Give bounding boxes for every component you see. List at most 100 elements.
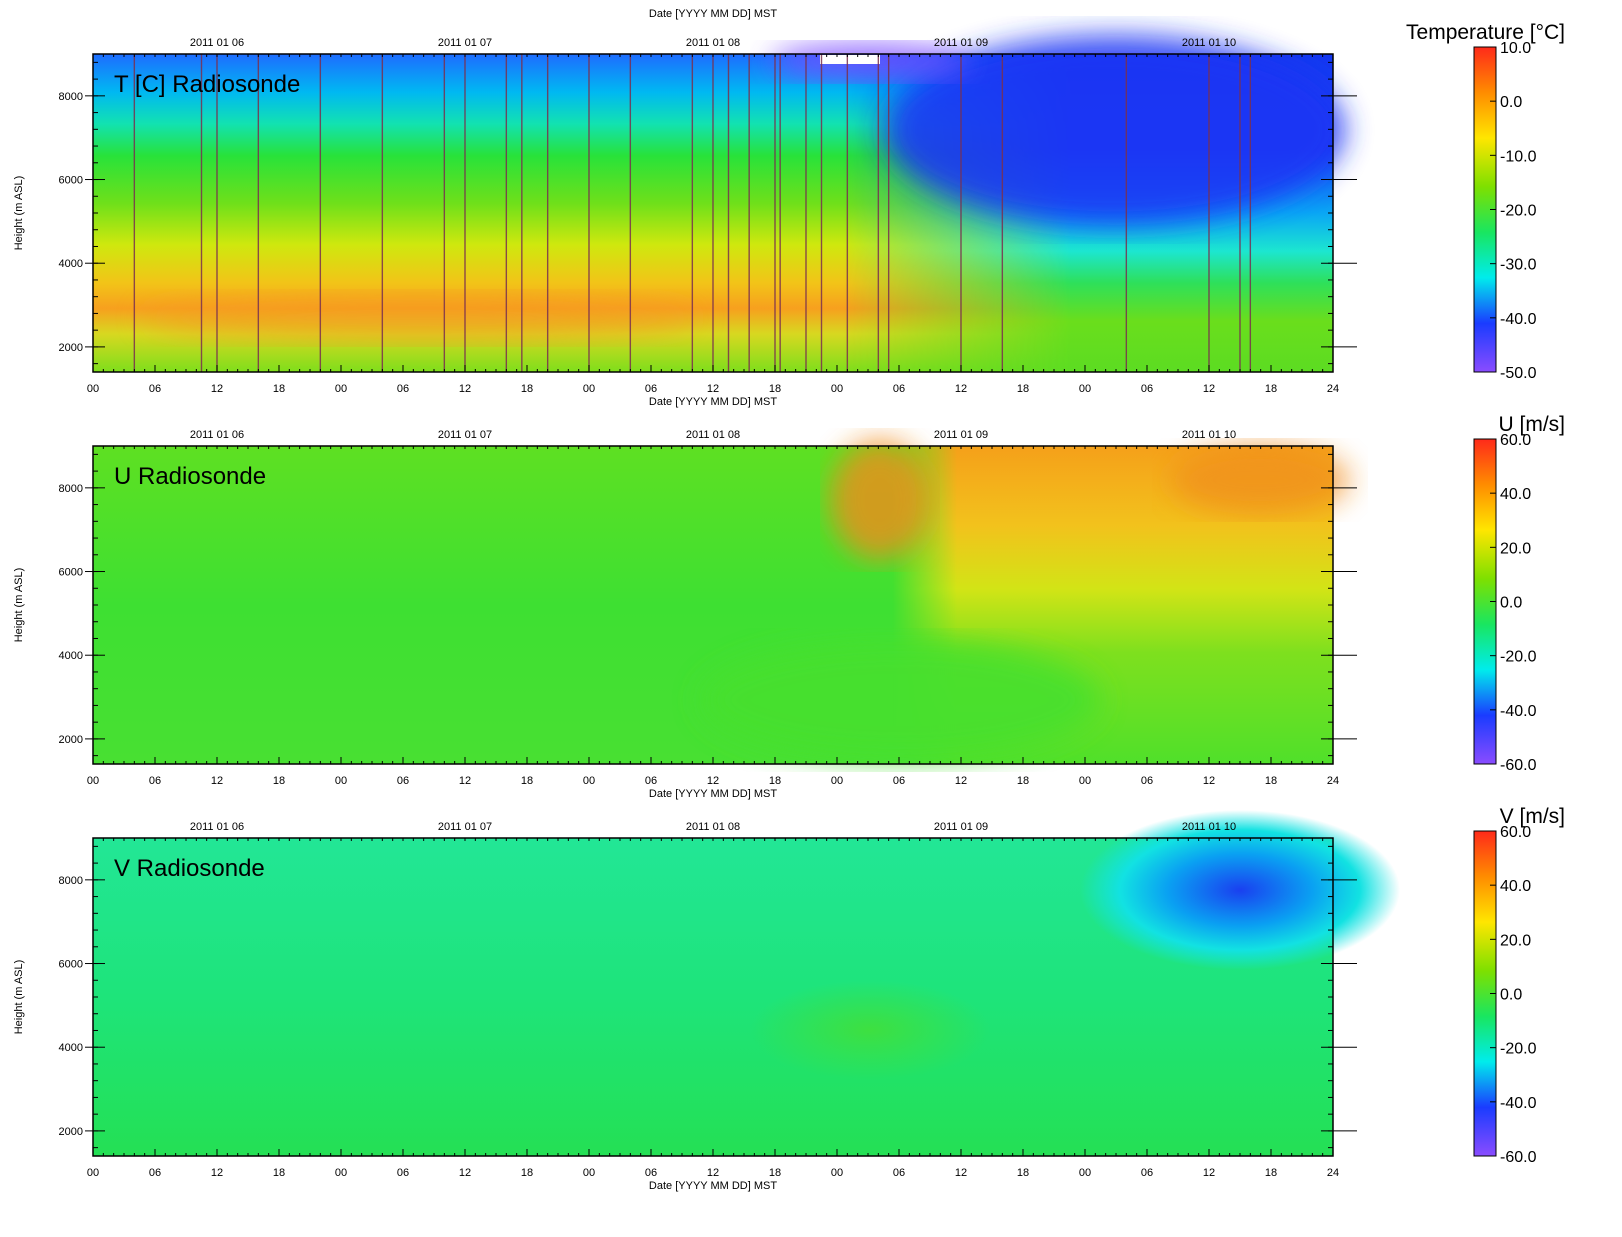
colorbar-frame xyxy=(1473,438,1497,765)
x-tick-label: 18 xyxy=(521,775,533,787)
x-tick-label: 00 xyxy=(583,775,595,787)
x-tick-label: 12 xyxy=(1203,775,1215,787)
x-tick-label: 00 xyxy=(583,383,595,395)
colorbar-label: 40.0 xyxy=(1500,486,1531,503)
y-tick-label: 8000 xyxy=(59,483,83,495)
x-tick-label: 12 xyxy=(955,383,967,395)
x-tick-label: 12 xyxy=(707,775,719,787)
x-tick-label: 06 xyxy=(149,1167,161,1179)
x-tick-label: 18 xyxy=(1017,775,1029,787)
x-tick-label: 24 xyxy=(1327,1167,1339,1179)
x-tick-label: 00 xyxy=(1079,775,1091,787)
x-tick-label: 06 xyxy=(645,383,657,395)
top-x-axis-label: Date [YYYY MM DD] MST xyxy=(649,8,777,20)
x-axis-label: Date [YYYY MM DD] MST xyxy=(649,788,777,800)
x-tick-label: 06 xyxy=(1141,1167,1153,1179)
x-tick-label: 06 xyxy=(397,383,409,395)
x-tick-label: 06 xyxy=(1141,775,1153,787)
y-axis-label: Height (m ASL) xyxy=(13,176,25,251)
colorbar-label: -10.0 xyxy=(1500,148,1537,165)
panel-title: T [C] Radiosonde xyxy=(114,71,300,98)
v-colorbar xyxy=(1474,831,1496,1156)
x-tick-label: 06 xyxy=(893,383,905,395)
date-tick-label: 2011 01 09 xyxy=(934,37,988,49)
colorbar-frame xyxy=(1473,46,1497,373)
x-tick-label: 06 xyxy=(149,775,161,787)
y-tick-label: 4000 xyxy=(59,1042,83,1054)
date-tick-label: 2011 01 07 xyxy=(438,37,492,49)
date-tick-label: 2011 01 08 xyxy=(686,429,740,441)
x-tick-label: 18 xyxy=(1265,1167,1277,1179)
date-tick-label: 2011 01 08 xyxy=(686,821,740,833)
colorbar-label: 20.0 xyxy=(1500,540,1531,557)
x-tick-label: 06 xyxy=(645,1167,657,1179)
y-tick-label: 4000 xyxy=(59,650,83,662)
x-tick-label: 00 xyxy=(583,1167,595,1179)
x-tick-label: 00 xyxy=(87,383,99,395)
colorbar-label: 20.0 xyxy=(1500,932,1531,949)
x-tick-label: 00 xyxy=(87,1167,99,1179)
y-tick-label: 2000 xyxy=(59,342,83,354)
x-tick-label: 00 xyxy=(831,1167,843,1179)
x-tick-label: 06 xyxy=(645,775,657,787)
x-tick-label: 12 xyxy=(707,1167,719,1179)
panel-title: V Radiosonde xyxy=(114,855,265,882)
x-tick-label: 00 xyxy=(1079,1167,1091,1179)
x-axis-label: Date [YYYY MM DD] MST xyxy=(649,1180,777,1192)
x-tick-label: 06 xyxy=(149,383,161,395)
x-tick-label: 06 xyxy=(397,775,409,787)
x-tick-label: 18 xyxy=(273,383,285,395)
x-tick-label: 12 xyxy=(459,1167,471,1179)
x-tick-label: 06 xyxy=(397,1167,409,1179)
colorbar-label: -50.0 xyxy=(1500,365,1537,382)
x-tick-label: 24 xyxy=(1327,775,1339,787)
u-colorbar xyxy=(1474,439,1496,764)
colorbar-label: 40.0 xyxy=(1500,878,1531,895)
y-tick-label: 8000 xyxy=(59,91,83,103)
x-tick-label: 00 xyxy=(87,775,99,787)
colorbar-label: -40.0 xyxy=(1500,703,1537,720)
v-wind-field xyxy=(93,810,1400,1156)
x-tick-label: 18 xyxy=(273,775,285,787)
x-tick-label: 00 xyxy=(335,383,347,395)
date-tick-label: 2011 01 10 xyxy=(1182,37,1236,49)
x-tick-label: 18 xyxy=(1265,383,1277,395)
colorbar-label: -20.0 xyxy=(1500,649,1537,666)
date-tick-label: 2011 01 07 xyxy=(438,429,492,441)
x-tick-label: 12 xyxy=(211,775,223,787)
x-tick-label: 12 xyxy=(211,1167,223,1179)
date-tick-label: 2011 01 06 xyxy=(190,821,244,833)
colorbar-label: 0.0 xyxy=(1500,94,1522,111)
colorbar-label: -40.0 xyxy=(1500,311,1537,328)
y-tick-label: 8000 xyxy=(59,875,83,887)
x-tick-label: 18 xyxy=(1265,775,1277,787)
colorbar-title: Temperature [°C] xyxy=(1406,21,1565,44)
colorbar-label: -30.0 xyxy=(1500,257,1537,274)
colorbar-title: U [m/s] xyxy=(1499,413,1566,436)
x-tick-label: 12 xyxy=(1203,383,1215,395)
date-tick-label: 2011 01 09 xyxy=(934,821,988,833)
u-wind-field xyxy=(93,440,1350,764)
date-tick-label: 2011 01 07 xyxy=(438,821,492,833)
colorbar-label: -20.0 xyxy=(1500,1041,1537,1058)
x-tick-label: 12 xyxy=(707,383,719,395)
y-tick-label: 2000 xyxy=(59,734,83,746)
x-tick-label: 12 xyxy=(1203,1167,1215,1179)
x-tick-label: 18 xyxy=(521,1167,533,1179)
x-tick-label: 18 xyxy=(769,383,781,395)
panel-title: U Radiosonde xyxy=(114,463,266,490)
date-tick-label: 2011 01 06 xyxy=(190,37,244,49)
x-axis-label: Date [YYYY MM DD] MST xyxy=(649,396,777,408)
colorbar-label: -60.0 xyxy=(1500,1149,1537,1166)
x-tick-label: 12 xyxy=(459,775,471,787)
y-tick-label: 6000 xyxy=(59,959,83,971)
x-tick-label: 06 xyxy=(1141,383,1153,395)
y-axis-label: Height (m ASL) xyxy=(13,960,25,1035)
x-tick-label: 18 xyxy=(769,775,781,787)
y-tick-label: 6000 xyxy=(59,567,83,579)
x-tick-label: 00 xyxy=(1079,383,1091,395)
date-tick-label: 2011 01 10 xyxy=(1182,821,1236,833)
x-tick-label: 18 xyxy=(769,1167,781,1179)
colorbar-label: -60.0 xyxy=(1500,757,1537,774)
